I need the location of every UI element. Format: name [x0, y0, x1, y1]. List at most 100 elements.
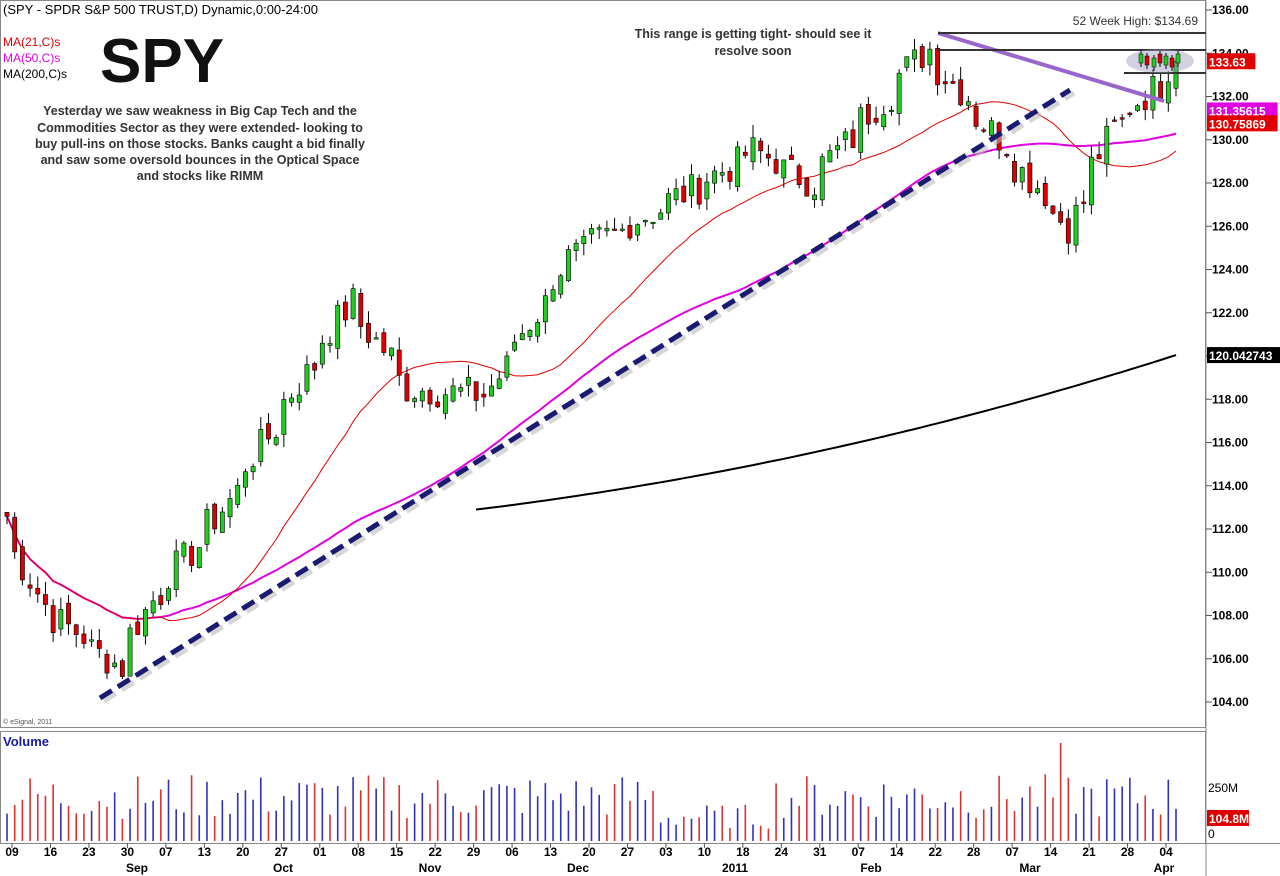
candle-down	[873, 117, 879, 123]
candle-down	[481, 393, 487, 398]
x-day-label: 06	[505, 845, 519, 859]
price-badge: 130.75869	[1209, 117, 1266, 131]
candle-down	[1027, 162, 1033, 194]
x-day-label: 10	[698, 845, 712, 859]
candle-up	[819, 156, 825, 201]
x-day-label: 13	[198, 845, 212, 859]
candle-up	[219, 511, 225, 533]
y-tick-label: 106.00	[1212, 652, 1249, 666]
candle-up	[904, 56, 910, 68]
candle-up	[319, 342, 325, 365]
candle-down	[1119, 117, 1125, 120]
candle-up	[596, 227, 602, 230]
candle-down	[742, 151, 748, 156]
candle-down	[158, 595, 164, 606]
price-badge: 131.35615	[1209, 104, 1266, 118]
range-note-line: resolve soon	[714, 44, 791, 58]
candle-up	[412, 398, 418, 402]
candle-down	[942, 81, 948, 85]
candle-down	[4, 512, 10, 517]
candle-up	[258, 429, 264, 462]
candle-down	[35, 587, 41, 595]
x-day-label: 21	[1082, 845, 1096, 859]
x-day-label: 07	[1005, 845, 1019, 859]
candle-down	[1081, 201, 1087, 204]
y-tick-label: 126.00	[1212, 219, 1249, 233]
candle-up	[512, 341, 517, 351]
candle-up	[496, 378, 502, 389]
x-day-label: 03	[659, 845, 673, 859]
volume-title: Volume	[3, 734, 49, 749]
candle-down	[1050, 205, 1056, 214]
symbol-watermark: SPY	[100, 27, 224, 96]
volume-badge: 104.8M	[1209, 812, 1249, 826]
range-note: This range is getting tight- should see …	[635, 27, 873, 58]
y-tick-label: 130.00	[1212, 133, 1249, 147]
x-day-label: 15	[390, 845, 404, 859]
y-tick-label: 124.00	[1212, 263, 1249, 277]
candle-up	[735, 146, 741, 188]
candles	[4, 39, 1179, 680]
x-day-label: 20	[582, 845, 596, 859]
candle-down	[358, 292, 364, 327]
candle-up	[273, 437, 279, 445]
legend-ma50: MA(50,C)s	[3, 51, 60, 65]
y-tick-label: 112.00	[1212, 522, 1248, 536]
candle-down	[1065, 218, 1071, 244]
y-tick-label: 132.00	[1212, 90, 1249, 104]
x-month-label: Nov	[419, 861, 442, 875]
x-day-label: 24	[775, 845, 789, 859]
ma200-path	[475, 354, 1177, 511]
candle-up	[712, 170, 717, 184]
candle-up	[442, 394, 448, 414]
candle-up	[704, 181, 710, 200]
x-month-label: Mar	[1019, 861, 1041, 875]
candle-down	[104, 654, 110, 674]
chart-title: (SPY - SPDR S&P 500 TRUST,D) Dynamic,0:0…	[3, 2, 318, 17]
x-day-label: 07	[159, 845, 173, 859]
candle-down	[789, 154, 794, 160]
candle-down	[312, 363, 318, 371]
candle-up	[666, 193, 671, 214]
candle-down	[212, 503, 218, 530]
candle-down	[935, 48, 940, 86]
candle-down	[66, 602, 71, 625]
x-day-label: 04	[1159, 845, 1173, 859]
candle-down	[804, 177, 810, 197]
x-day-label: 30	[121, 845, 135, 859]
y-tick-label: 122.00	[1212, 306, 1249, 320]
candle-down	[427, 389, 433, 405]
candle-down	[27, 584, 33, 589]
x-day-label: 07	[852, 845, 866, 859]
candle	[1144, 55, 1150, 66]
candle-down	[950, 81, 956, 84]
candle-up	[335, 304, 341, 349]
candle-up	[535, 321, 541, 337]
price-badge-bg	[1207, 115, 1278, 132]
candle-down	[81, 633, 87, 644]
candle-down	[266, 423, 271, 440]
y-axis-ticks: 104.00 106.00 108.00 110.00 112.00 114.00 116.…	[1206, 3, 1249, 709]
candle-down	[135, 621, 141, 635]
candle-up	[373, 337, 379, 340]
commentary-line: buy pull-ins on those stocks. Banks caug…	[35, 137, 365, 151]
candle-down	[627, 225, 633, 239]
candle-up	[842, 131, 848, 141]
volume-panel-frame	[0, 731, 1206, 844]
price-badge: 133.63	[1209, 55, 1246, 69]
candle-down	[1004, 154, 1010, 157]
candle-up	[812, 194, 817, 201]
candle-up	[489, 385, 494, 397]
candle-up	[635, 224, 641, 236]
candle-up	[173, 550, 179, 590]
x-day-label: 23	[82, 845, 96, 859]
candle-up	[296, 394, 302, 403]
candle-up	[112, 662, 118, 668]
x-day-label: 13	[544, 845, 558, 859]
y-tick-label: 110.00	[1212, 565, 1248, 579]
x-month-label: 2011	[722, 861, 748, 875]
candle-down	[96, 640, 102, 649]
x-day-label: 27	[275, 845, 289, 859]
candle-up	[281, 399, 287, 435]
candle-up	[881, 114, 887, 127]
